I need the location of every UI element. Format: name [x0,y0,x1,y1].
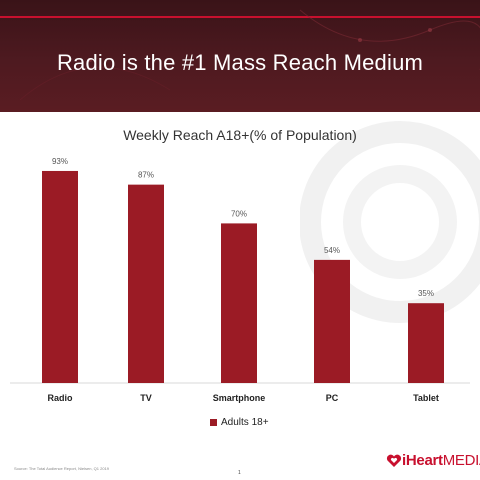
chart-legend: Adults 18+ [210,417,269,428]
category-label-smartphone: Smartphone [213,393,266,403]
data-label-pc: 54% [324,246,340,255]
header-banner: Radio is the #1 Mass Reach Medium [0,0,480,112]
data-label-radio: 93% [52,157,68,166]
slide-title: Radio is the #1 Mass Reach Medium [56,50,424,75]
bar-chart: 93% Radio 87% TV 70% Smartphone 54% PC 35% Tablet [10,157,470,403]
source-note: Source: The Total Audience Report, Niels… [14,466,110,471]
bar-pc [314,259,350,383]
data-label-smartphone: 70% [231,209,247,218]
bar-tablet [408,303,444,383]
bar-tv [128,184,164,383]
legend-swatch [210,419,217,426]
top-accent-line [0,16,480,18]
data-label-tv: 87% [138,171,154,180]
category-label-tablet: Tablet [413,393,439,403]
bar-radio [42,170,78,383]
bar-smartphone [221,223,257,383]
watermark-graphic [300,121,480,323]
category-label-tv: TV [140,393,152,403]
legend-label: Adults 18+ [221,417,269,428]
data-label-tablet: 35% [418,289,434,298]
heart-icon [386,454,402,467]
category-label-radio: Radio [47,393,73,403]
chart-title: Weekly Reach A18+(% of Population) [123,127,357,143]
logo-text: iHeartMEDIA [402,452,480,469]
page-number: 1 [238,470,241,476]
category-label-pc: PC [326,393,339,403]
banner-decoration [19,9,480,101]
iheartmedia-logo: iHeartMEDIA [386,452,480,469]
